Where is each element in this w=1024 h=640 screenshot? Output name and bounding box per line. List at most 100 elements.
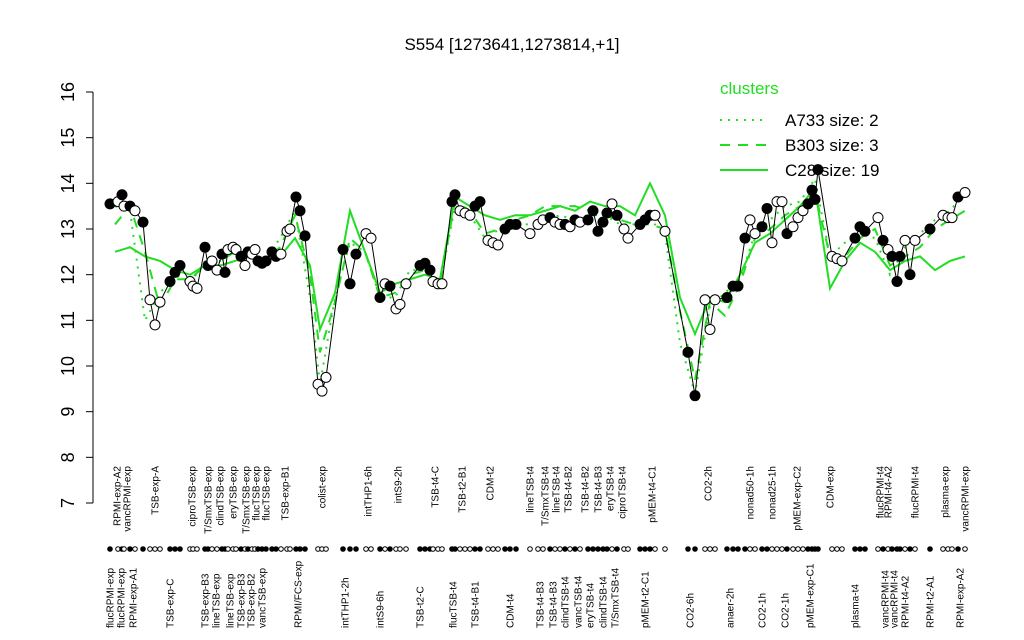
x-tick-label: T/SmxTSB-exp	[204, 466, 215, 534]
rug-dot	[614, 546, 620, 552]
sample-point	[587, 205, 599, 217]
x-tick-label: CO2-2h	[704, 466, 715, 501]
rug-dot	[585, 546, 591, 552]
x-tick-label: intTHP1-2h	[341, 577, 352, 628]
sample-point	[899, 234, 911, 246]
rug-dot	[834, 546, 840, 552]
rug-dot	[527, 546, 533, 552]
x-tick-label: TSB-exp-C	[166, 579, 177, 628]
x-tick-label: flucRPMI-exp	[117, 568, 128, 628]
x-tick-label: RPMI-t4-A2	[884, 466, 895, 519]
sample-point	[394, 298, 406, 310]
rug-dot	[214, 546, 220, 552]
rug-dot	[790, 546, 796, 552]
sample-point	[904, 269, 916, 281]
rug-dot	[702, 546, 708, 552]
rug-dot	[347, 546, 353, 552]
rug-dot	[467, 546, 473, 552]
rug-dot	[368, 546, 374, 552]
rug-dot	[685, 546, 691, 552]
rug-dot	[857, 546, 863, 552]
rug-dot	[121, 546, 127, 552]
rug-dot	[495, 546, 501, 552]
rug-dot	[800, 546, 806, 552]
legend-label: B303 size: 3	[785, 136, 879, 155]
chart-title: S554 [1273641,1273814,+1]	[404, 35, 619, 54]
x-tick-label: T/SmxTSB-t4	[611, 568, 622, 628]
rug-dot	[852, 546, 858, 552]
rug-dot	[784, 546, 790, 552]
y-tick-label: 13	[58, 219, 78, 239]
sample-point	[290, 191, 302, 203]
cluster-line	[114, 176, 966, 394]
rug-dot	[263, 546, 269, 552]
rug-dot	[140, 546, 146, 552]
y-tick-label: 12	[58, 265, 78, 285]
rug-dot	[662, 546, 668, 552]
rug-dot	[297, 546, 303, 552]
sample-point	[787, 221, 799, 233]
rug-dot	[147, 546, 153, 552]
rug-dot	[692, 546, 698, 552]
sample-point	[436, 278, 448, 290]
sample-point	[606, 198, 618, 210]
sample-point	[320, 371, 332, 383]
x-tick-label: lineTSB-t4	[526, 466, 537, 513]
x-tick-label: TSB-exp-B1	[281, 466, 292, 521]
rug-dot	[577, 546, 583, 552]
rug-dot	[567, 546, 573, 552]
rug-dot	[502, 546, 508, 552]
x-tick-label: RPMI-exp-A2	[956, 568, 967, 628]
x-tick-label: TSB-t2-B1	[458, 466, 469, 513]
rug-dot	[752, 546, 758, 552]
rug-dot	[535, 546, 541, 552]
x-tick-label: CDM-exp	[826, 466, 837, 509]
sample-point	[924, 223, 936, 235]
sample-point	[239, 260, 251, 272]
x-tick-label: vancRPMI-exp	[961, 466, 972, 532]
x-tick-label: flucRPMI-exp	[106, 568, 117, 628]
y-tick-label: 8	[58, 452, 78, 462]
x-tick-label: pMEM-t2-C1	[641, 571, 652, 628]
sample-point	[809, 193, 821, 205]
x-tick-label: nonad50-1h	[746, 466, 757, 519]
sample-point	[149, 319, 161, 331]
sample-point	[294, 205, 306, 217]
x-tick-label: CO2-1h	[758, 593, 769, 628]
rug-dot	[287, 546, 293, 552]
sample-point	[174, 260, 186, 272]
x-tick-label: lineTSB-t4	[552, 466, 563, 513]
rug-dot	[194, 546, 200, 552]
x-tick-label: flucTSB-exp	[262, 466, 273, 521]
rug-dot	[764, 546, 770, 552]
legend-title: clusters	[720, 79, 779, 98]
x-tick-label: ciproTSB-exp	[188, 466, 199, 527]
sample-point	[464, 209, 476, 221]
sample-point	[894, 250, 906, 262]
rug-dot	[562, 546, 568, 552]
x-tick-label: CDM-t2	[486, 466, 497, 501]
x-tick-label: flucTSB-t4	[449, 581, 460, 628]
sample-point	[849, 232, 861, 244]
x-tick-label: eryTSB-t4	[606, 466, 617, 511]
rug-dot	[949, 546, 955, 552]
y-tick-label: 16	[58, 82, 78, 102]
rug-dot	[759, 546, 765, 552]
rug-dot	[177, 546, 183, 552]
x-tick-label: TSB-exp-B3	[237, 573, 248, 628]
rug-dot	[353, 546, 359, 552]
y-tick-label: 9	[58, 407, 78, 417]
rug-dot	[609, 546, 615, 552]
x-tick-label: vancTSB-exp	[258, 568, 269, 628]
sample-point	[699, 294, 711, 306]
x-tick-label: lineTSB-exp	[212, 573, 223, 628]
y-tick-label: 7	[58, 498, 78, 508]
rug-dot	[897, 546, 903, 552]
sample-point	[689, 390, 701, 402]
rug-dot	[127, 546, 133, 552]
sample-point	[776, 196, 788, 208]
rug-dot	[302, 546, 308, 552]
sample-point	[766, 237, 778, 249]
sample-point	[781, 228, 793, 240]
legend-label: A733 size: 2	[785, 111, 879, 130]
